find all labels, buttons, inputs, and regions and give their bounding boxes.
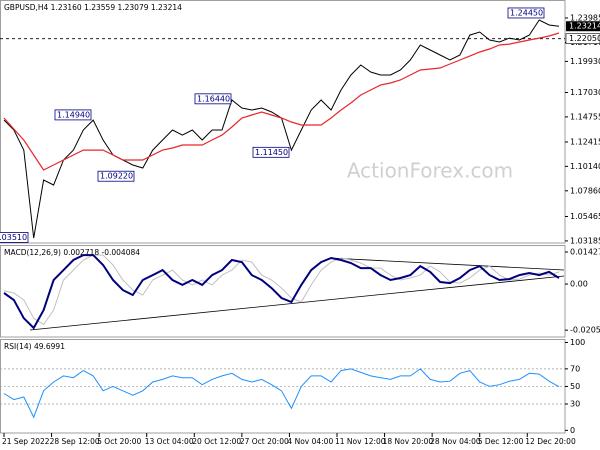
y-tick-label: 0.014278 bbox=[570, 248, 600, 257]
series-line bbox=[3, 368, 560, 419]
price-annotation: 1.03510 bbox=[0, 233, 27, 242]
y-tick-label: 1.14755 bbox=[570, 112, 600, 121]
price-annotation-box bbox=[0, 232, 29, 243]
y-tick-label: 1.07860 bbox=[570, 186, 600, 195]
trendline bbox=[29, 275, 565, 331]
price-annotation-box bbox=[194, 93, 232, 105]
macd-trendlines bbox=[29, 257, 565, 331]
x-tick-label: 13 Oct 04:00 bbox=[145, 437, 194, 446]
y-tick-label: 1.03185 bbox=[570, 236, 600, 245]
y-tick-label: 1.19930 bbox=[570, 57, 600, 66]
price-annotation-box bbox=[507, 7, 545, 19]
y-tick-label: 1.12415 bbox=[570, 137, 600, 146]
y-tick-label: 100 bbox=[570, 338, 585, 347]
y-tick-label: 0.00 bbox=[570, 280, 588, 289]
last-price-label: 1.23214 bbox=[569, 22, 600, 31]
y-tick-label: 30 bbox=[570, 400, 580, 409]
panel-frame bbox=[0, 245, 566, 338]
y-tick-label: 1.10140 bbox=[570, 162, 600, 171]
y-tick-label: 70 bbox=[570, 364, 580, 373]
x-tick-label: 12 Dec 20:00 bbox=[525, 437, 576, 446]
x-tick-label: 5 Dec 12:00 bbox=[478, 437, 524, 446]
x-tick-label: 11 Nov 12:00 bbox=[335, 437, 386, 446]
price-annotation: 1.24450 bbox=[510, 8, 543, 17]
last-price-box bbox=[566, 21, 600, 32]
price-annotation-box bbox=[54, 109, 92, 121]
x-tick-label: 18 Nov 20:00 bbox=[383, 437, 434, 446]
x-tick-label: 28 Sep 12:00 bbox=[50, 437, 100, 446]
x-tick-label: 20 Oct 12:00 bbox=[192, 437, 241, 446]
price-annotation-box bbox=[97, 170, 135, 182]
level-label-box bbox=[565, 33, 600, 44]
y-tick-label: 1.05465 bbox=[570, 212, 600, 221]
x-tick-label: 21 Sep 2022 bbox=[2, 437, 50, 446]
watermark: ActionForex.com bbox=[347, 159, 513, 183]
x-tick-label: 28 Nov 04:00 bbox=[430, 437, 481, 446]
price-annotation-box bbox=[252, 146, 290, 158]
level-label: 1.22050 bbox=[569, 34, 600, 43]
series-line bbox=[3, 254, 560, 326]
panel-title: MACD(12,26,9) 0.002718 -0.004084 bbox=[4, 248, 140, 257]
price-annotation: 1.09220 bbox=[100, 172, 133, 181]
y-tick-label: -0.020556 bbox=[570, 326, 600, 335]
price-annotation: 1.16440 bbox=[197, 94, 230, 103]
x-tick-label: 4 Nov 04:00 bbox=[287, 437, 333, 446]
y-tick-label: 1.17030 bbox=[570, 88, 600, 97]
x-tick-label: 5 Oct 20:00 bbox=[97, 437, 141, 446]
trendline bbox=[329, 257, 565, 271]
y-tick-label: 0 bbox=[570, 426, 575, 435]
price-annotation: 1.11450 bbox=[255, 148, 288, 157]
y-tick-label: 1.23985 bbox=[570, 13, 600, 22]
panel-frame bbox=[0, 0, 566, 244]
series-line bbox=[3, 32, 560, 171]
series-line bbox=[3, 254, 560, 330]
price-annotation: 1.14940 bbox=[57, 110, 90, 119]
panel-title: RSI(14) 49.6991 bbox=[4, 342, 65, 351]
x-tick-label: 27 Oct 20:00 bbox=[240, 437, 289, 446]
y-tick-label: 50 bbox=[570, 382, 580, 391]
panel-title: GBPUSD,H4 1.23160 1.23559 1.23079 1.2321… bbox=[4, 3, 182, 12]
